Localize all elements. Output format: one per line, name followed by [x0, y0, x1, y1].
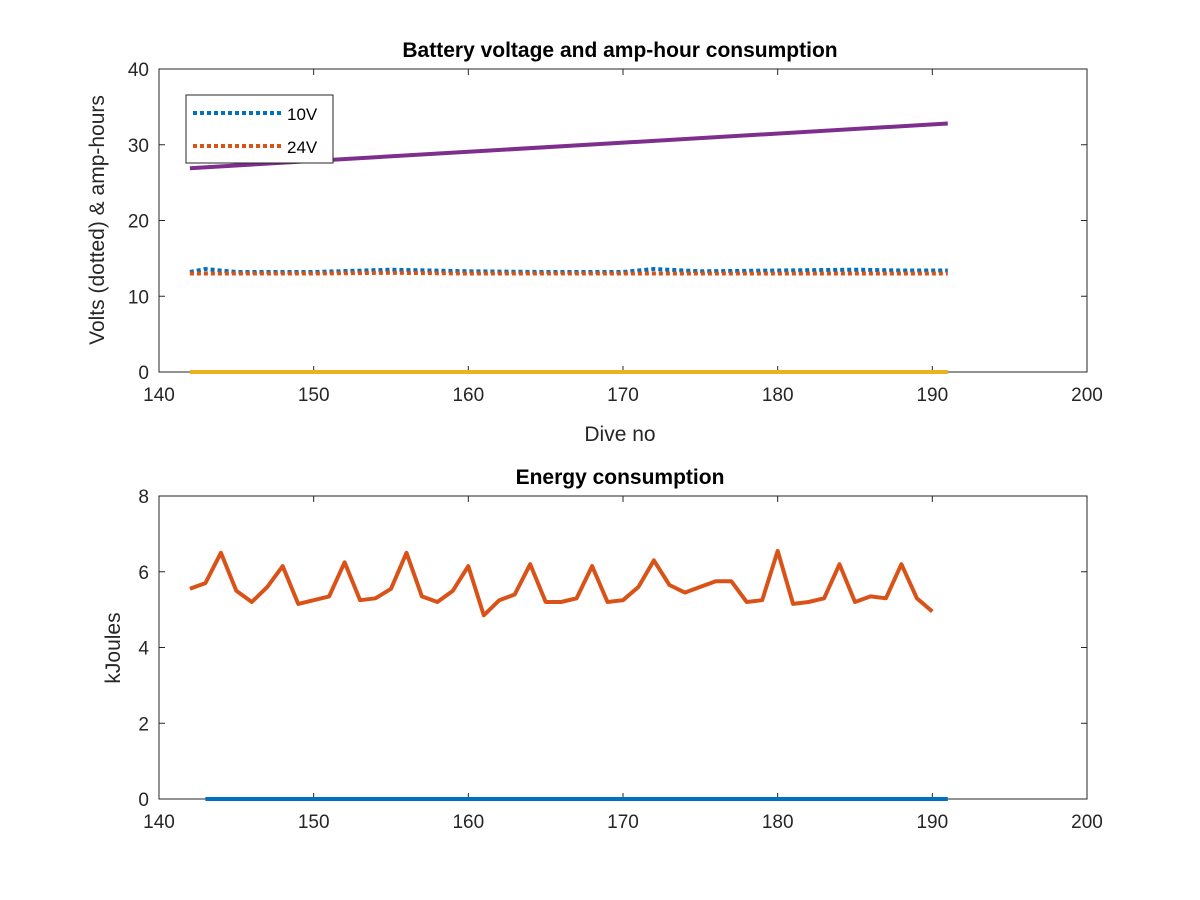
- series-24v-chart0: [189, 270, 948, 276]
- battery-chart-xlabel: Dive no: [584, 423, 655, 446]
- legend-label-10v: 10V: [287, 105, 318, 124]
- energy-chart-title: Energy consumption: [516, 466, 725, 489]
- x-tick-label: 200: [1071, 812, 1103, 833]
- x-tick-label: 200: [1071, 385, 1103, 406]
- x-tick-label: 160: [452, 812, 484, 833]
- x-tick-label: 160: [452, 385, 484, 406]
- x-tick-label: 150: [298, 812, 330, 833]
- x-tick-label: 190: [916, 812, 948, 833]
- y-tick-label: 40: [128, 60, 149, 81]
- battery-legend: 10V 24V: [185, 94, 334, 164]
- x-tick-label: 170: [607, 385, 639, 406]
- x-tick-label: 180: [762, 385, 794, 406]
- y-tick-label: 4: [138, 639, 149, 660]
- y-tick-label: 6: [138, 563, 149, 584]
- y-tick-label: 20: [128, 212, 149, 233]
- x-tick-label: 140: [143, 812, 175, 833]
- x-tick-label: 170: [607, 812, 639, 833]
- x-tick-label: 140: [143, 385, 175, 406]
- y-tick-label: 10: [128, 287, 149, 308]
- y-tick-label: 0: [138, 790, 149, 811]
- x-tick-label: 150: [298, 385, 330, 406]
- legend-box: [185, 94, 334, 164]
- series-line-0-chart1: [189, 548, 934, 618]
- y-tick-label: 8: [138, 487, 149, 508]
- x-tick-label: 180: [762, 812, 794, 833]
- energy-chart-ylabel: kJoules: [102, 612, 125, 683]
- battery-voltage-axes: Battery voltage and amp-hour consumption…: [86, 39, 1103, 446]
- legend-label-24v: 24V: [287, 138, 318, 157]
- y-tick-label: 2: [138, 714, 149, 735]
- battery-chart-ylabel: Volts (dotted) & amp-hours: [86, 95, 109, 345]
- energy-consumption-axes: Energy consumption kJoules 140 150 160 170 1…: [102, 466, 1103, 833]
- battery-chart-title: Battery voltage and amp-hour consumption: [402, 39, 837, 62]
- y-tick-label: 30: [128, 136, 149, 157]
- x-tick-label: 190: [916, 385, 948, 406]
- y-tick-label: 0: [138, 363, 149, 384]
